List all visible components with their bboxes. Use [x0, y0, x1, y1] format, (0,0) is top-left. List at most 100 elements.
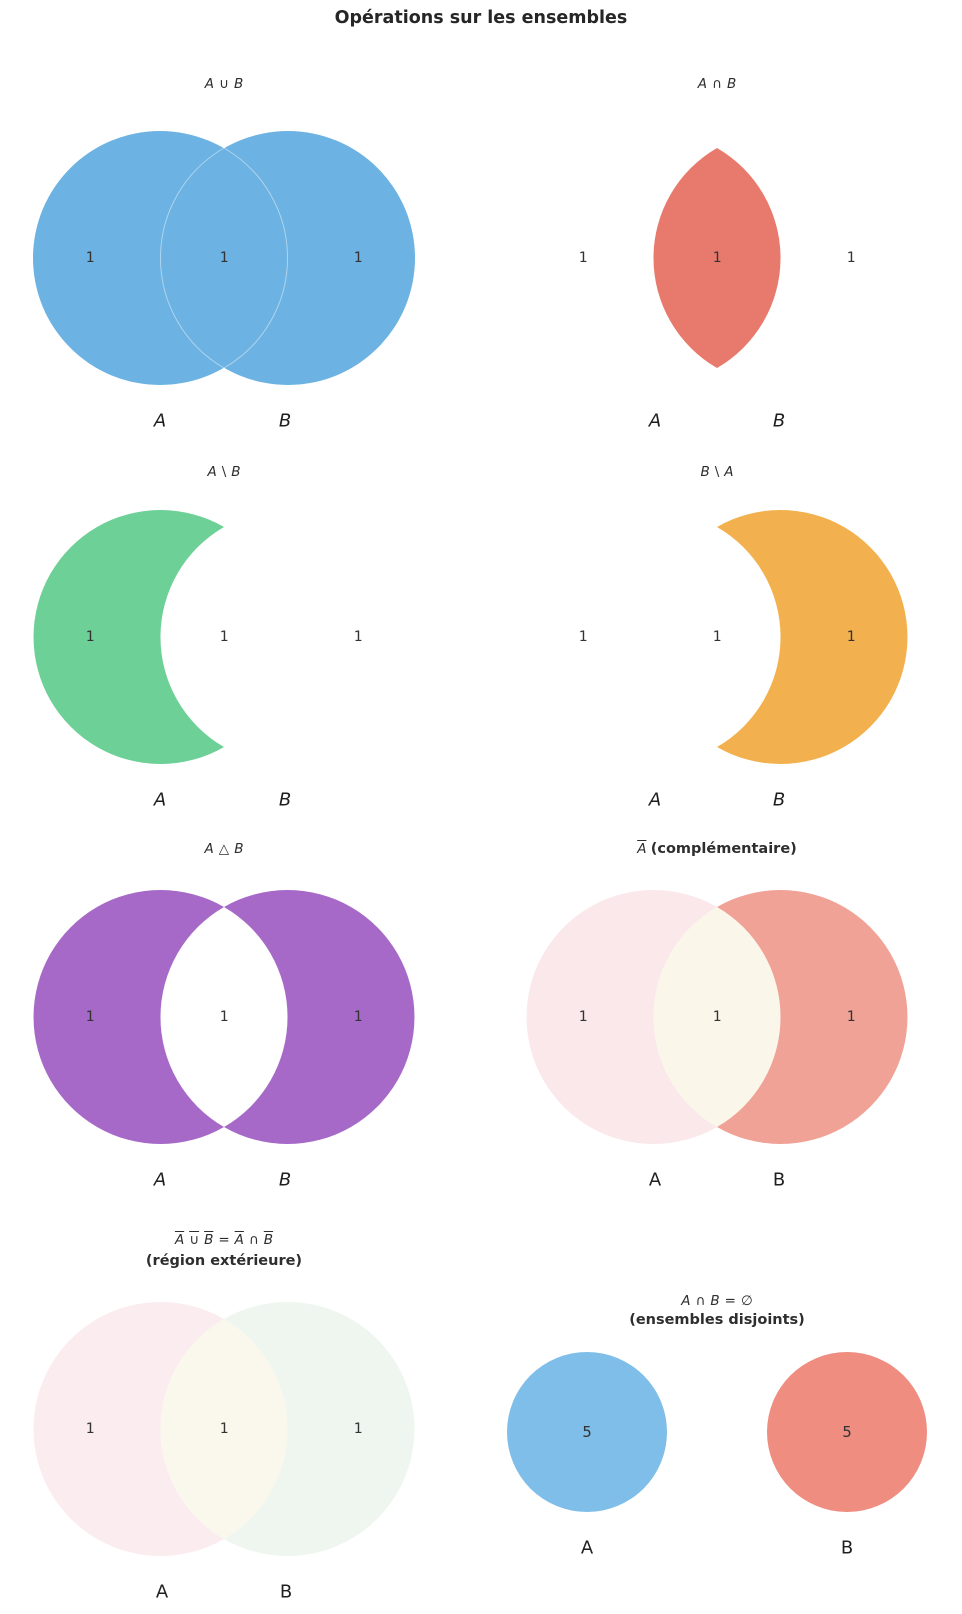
symdiff-count-intersection: 1 [219, 1009, 229, 1025]
exterior-rhs-b-bar: B [263, 1232, 274, 1248]
disjoint-circle-a [507, 1352, 667, 1512]
intersection-title: A ∩ B [493, 76, 941, 92]
intersection-label-a: A [648, 410, 662, 432]
diff-ba-title-var-b: B [700, 464, 710, 480]
symdiff-count-b-only: 1 [353, 1009, 363, 1025]
union-operator: ∪ [219, 76, 229, 92]
exterior-rhs-operator: ∩ [248, 1232, 259, 1248]
exterior-crescent-a [33, 1302, 224, 1557]
complement-label-a: A [648, 1169, 662, 1191]
disjoint-title-note-line: (ensembles disjoints) [493, 1312, 941, 1328]
exterior-count-b-only: 1 [353, 1421, 363, 1437]
diff-ba-count-a-only: 1 [578, 629, 588, 645]
intersection-title-var-b: B [726, 76, 737, 92]
disjoint-title-formula: A ∩ B = ∅ [493, 1293, 941, 1309]
complement-title-note: (complémentaire) [650, 841, 797, 857]
exterior-crescent-b [224, 1302, 415, 1557]
exterior-rhs-a-bar: A [234, 1232, 244, 1248]
complement-count-intersection: 1 [712, 1009, 722, 1025]
diff-ab-crescent [33, 510, 224, 765]
complement-title: A (complémentaire) [493, 841, 941, 857]
symdiff-label-b: B [278, 1169, 292, 1191]
diff-ba-crescent [717, 510, 908, 764]
union-lens-outline [160, 147, 288, 369]
diff-ba-count-intersection: 1 [712, 629, 722, 645]
diff-ba-label-a: A [648, 789, 662, 811]
union-count-a-only: 1 [85, 250, 95, 266]
exterior-label-a: A [155, 1581, 169, 1603]
disjoint-count-b: 5 [842, 1423, 852, 1441]
disjoint-title-note: (ensembles disjoints) [629, 1312, 805, 1328]
diff-ab-operator: \ [221, 464, 227, 480]
complement-crescent-a [526, 889, 717, 1145]
intersection-operator: ∩ [712, 76, 722, 92]
exterior-title-note: (région extérieure) [145, 1253, 303, 1269]
diff-ba-operator: \ [714, 464, 720, 480]
union-title-var-b: B [233, 76, 244, 92]
intersection-count-b-only: 1 [846, 250, 856, 266]
exterior-count-a-only: 1 [85, 1421, 95, 1437]
union-label-b: B [278, 410, 292, 432]
diff-ba-label-b: B [772, 789, 786, 811]
disjoint-operator: ∩ [695, 1293, 706, 1309]
union-venn [33, 131, 415, 385]
exterior-count-intersection: 1 [219, 1421, 229, 1437]
exterior-lhs-operator: ∪ [189, 1232, 200, 1248]
diff-ab-label-b: B [278, 789, 292, 811]
diff-ab-title-var-a: A [207, 464, 217, 480]
symdiff-count-a-only: 1 [85, 1009, 95, 1025]
exterior-venn [33, 1302, 415, 1557]
disjoint-circle-b [767, 1352, 927, 1512]
union-count-b-only: 1 [353, 250, 363, 266]
diff-ab-label-a: A [153, 789, 167, 811]
diff-ba-title: B \ A [493, 464, 941, 480]
diff-ba-count-b-only: 1 [846, 629, 856, 645]
diff-ba-title-var-a: A [724, 464, 734, 480]
complement-count-b-only: 1 [846, 1009, 856, 1025]
union-title: A ∪ B [0, 76, 448, 92]
intersection-title-var-a: A [697, 76, 708, 92]
intersection-count-intersection: 1 [712, 250, 722, 266]
exterior-lhs-var-b: B [204, 1232, 214, 1248]
empty-set-symbol: ∅ [740, 1293, 753, 1309]
complement-crescent-b [717, 889, 908, 1144]
disjoint-venn [507, 1352, 927, 1512]
disjoint-equals: = [724, 1293, 736, 1309]
symdiff-venn [33, 889, 415, 1145]
exterior-title-note-line: (région extérieure) [0, 1253, 448, 1269]
diff-ab-count-a-only: 1 [85, 629, 95, 645]
complement-title-a-bar: A [637, 841, 647, 857]
disjoint-label-b: B [840, 1537, 854, 1559]
diff-ab-count-intersection: 1 [219, 629, 229, 645]
intersection-count-a-only: 1 [578, 250, 588, 266]
union-count-intersection: 1 [219, 250, 229, 266]
disjoint-title-var-b: B [710, 1293, 720, 1309]
complement-count-a-only: 1 [578, 1009, 588, 1025]
complement-venn [526, 889, 908, 1145]
disjoint-title-var-a: A [681, 1293, 691, 1309]
overline-a-union-b: A ∪ B [175, 1232, 213, 1248]
symdiff-crescent-a [33, 889, 224, 1145]
union-circle-b [161, 131, 415, 385]
symdiff-title-var-b: B [234, 841, 244, 857]
symdiff-label-a: A [153, 1169, 167, 1191]
union-title-var-a: A [204, 76, 215, 92]
exterior-label-b: B [279, 1581, 293, 1603]
symdiff-title: A △ B [0, 841, 448, 857]
diff-ab-title-var-b: B [231, 464, 241, 480]
exterior-title-formula: A ∪ B = A ∩ B [0, 1232, 448, 1248]
diff-ab-title: A \ B [0, 464, 448, 480]
exterior-lhs-var-a: A [174, 1232, 185, 1248]
union-label-a: A [153, 410, 167, 432]
exterior-lens [160, 1319, 288, 1539]
disjoint-label-a: A [580, 1537, 594, 1559]
symdiff-crescent-b [224, 889, 415, 1144]
intersection-lens [653, 148, 781, 368]
symdiff-operator: △ [218, 841, 230, 857]
page-title: Opérations sur les ensembles [334, 8, 628, 28]
complement-lens [653, 907, 781, 1127]
disjoint-count-a: 5 [582, 1423, 592, 1441]
intersection-label-b: B [772, 410, 786, 432]
